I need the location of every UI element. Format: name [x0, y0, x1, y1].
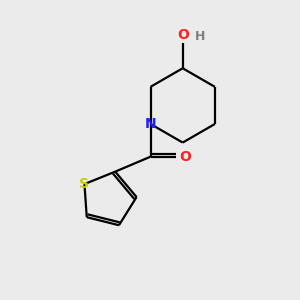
Text: H: H [195, 30, 206, 43]
Text: S: S [80, 177, 89, 191]
Text: O: O [177, 28, 189, 41]
Text: O: O [179, 150, 190, 164]
Text: N: N [145, 117, 156, 131]
